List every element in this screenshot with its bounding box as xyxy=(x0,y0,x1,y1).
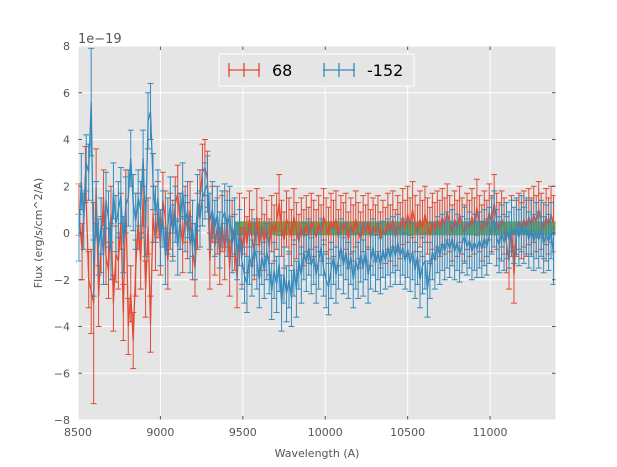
x-axis-label: Wavelength (A) xyxy=(275,447,360,460)
y-axis-label: Flux (erg/s/cm^2/A) xyxy=(32,178,45,288)
x-tick-label: 8500 xyxy=(64,426,92,439)
y-tick-label: −6 xyxy=(54,367,70,380)
y-tick-label: 8 xyxy=(63,40,70,53)
series-layer xyxy=(75,47,557,405)
legend: 68 -152 xyxy=(218,53,415,87)
legend-label: -152 xyxy=(367,61,403,80)
x-tick-label: 10000 xyxy=(308,426,343,439)
series-line xyxy=(78,102,555,304)
y-tick-label: 2 xyxy=(63,180,70,193)
y-tick-label: 6 xyxy=(63,87,70,100)
x-tick-label: 9000 xyxy=(146,426,174,439)
y-tick-label: −8 xyxy=(54,414,70,427)
x-tick-label: 10500 xyxy=(390,426,425,439)
x-tick-label: 9500 xyxy=(229,426,257,439)
y-offset-label: 1e−19 xyxy=(78,32,122,47)
y-tick-label: 0 xyxy=(63,227,70,240)
y-tick-label: −2 xyxy=(54,274,70,287)
y-tick-label: −4 xyxy=(54,321,70,334)
y-tick-label: 4 xyxy=(63,134,70,147)
legend-label: 68 xyxy=(272,61,292,80)
plot-frame xyxy=(77,45,557,421)
series-1 xyxy=(75,47,557,332)
x-tick-label: 11000 xyxy=(473,426,508,439)
